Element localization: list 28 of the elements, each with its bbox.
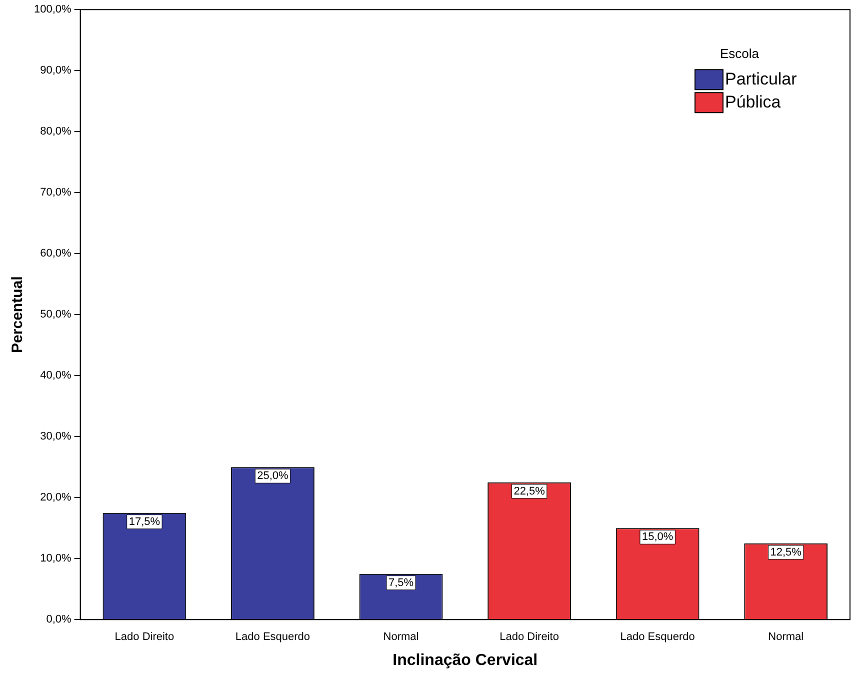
data-label: 7,5% xyxy=(388,576,414,589)
y-tick-label: 40,0% xyxy=(40,370,72,382)
x-tick-label: Lado Direito xyxy=(114,631,174,644)
y-tick-label: 10,0% xyxy=(40,552,72,565)
data-label: 15,0% xyxy=(642,531,674,544)
y-tick-label: 100,0% xyxy=(34,4,72,16)
y-tick-label: 60,0% xyxy=(40,248,72,260)
y-tick-label: 90,0% xyxy=(40,64,72,77)
x-tick-label: Lado Esquerdo xyxy=(235,631,310,644)
x-tick-label: Lado Esquerdo xyxy=(620,631,695,644)
data-label: 22,5% xyxy=(514,485,546,498)
y-axis-title: Percentual xyxy=(9,276,26,353)
y-tick-label: 70,0% xyxy=(40,186,72,199)
x-tick-label: Normal xyxy=(768,631,804,644)
legend-label: Pública xyxy=(725,92,782,112)
y-tick-label: 50,0% xyxy=(40,308,72,321)
data-label: 25,0% xyxy=(257,470,289,482)
x-tick-label: Lado Direito xyxy=(500,631,559,644)
y-tick-label: 20,0% xyxy=(40,492,72,504)
data-label: 17,5% xyxy=(128,516,160,528)
legend-label: Particular xyxy=(725,69,798,88)
y-tick-label: 30,0% xyxy=(40,430,72,443)
legend-title: Escola xyxy=(720,46,760,62)
x-axis-title: Inclinação Cervical xyxy=(392,652,538,669)
x-tick-label: Normal xyxy=(383,631,419,644)
y-tick-label: 0,0% xyxy=(46,614,72,626)
y-tick-label: 80,0% xyxy=(40,126,72,138)
data-label: 12,5% xyxy=(770,546,802,558)
